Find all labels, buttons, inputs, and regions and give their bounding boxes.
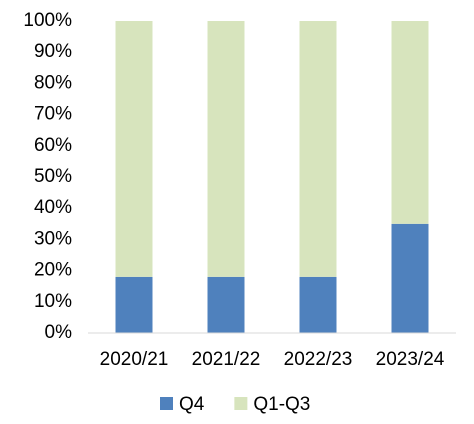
- y-tick-label: 30%: [34, 228, 72, 249]
- x-tick-label: 2023/24: [376, 349, 445, 370]
- legend-label: Q4: [179, 394, 205, 415]
- bar-segment: [299, 21, 337, 277]
- bar-segment: [115, 276, 153, 333]
- bar-segment: [391, 223, 429, 333]
- x-tick-label: 2020/21: [100, 349, 169, 370]
- x-tick-label: 2022/23: [284, 349, 353, 370]
- bar-segment: [115, 21, 153, 277]
- y-tick-label: 0%: [45, 322, 73, 343]
- bar-segment: [299, 276, 337, 333]
- bar-segment: [207, 276, 245, 333]
- y-tick-label: 40%: [34, 197, 72, 218]
- y-tick-label: 80%: [34, 72, 72, 93]
- y-tick-label: 90%: [34, 41, 72, 62]
- bar-segment: [391, 21, 429, 224]
- y-tick-label: 60%: [34, 135, 72, 156]
- legend-label: Q1-Q3: [253, 394, 310, 415]
- y-tick-label: 100%: [23, 10, 72, 31]
- y-tick-label: 70%: [34, 104, 72, 125]
- legend-swatch: [160, 397, 173, 410]
- y-tick-label: 10%: [34, 291, 72, 312]
- legend-swatch: [234, 397, 248, 410]
- bar-segment: [207, 21, 245, 277]
- y-tick-label: 50%: [34, 166, 72, 187]
- x-tick-label: 2021/22: [192, 349, 261, 370]
- y-tick-label: 20%: [34, 260, 72, 281]
